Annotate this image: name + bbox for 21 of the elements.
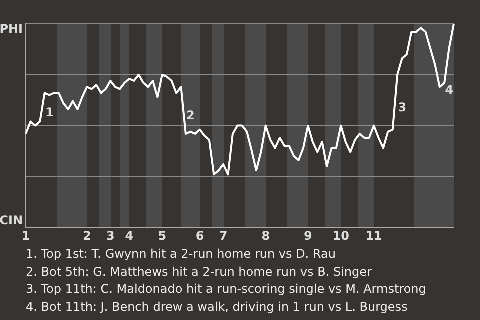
annotation: 3 (398, 100, 407, 115)
x-tick-label: 7 (219, 228, 228, 243)
annotation: 1 (45, 106, 54, 120)
annotation: 2 (186, 108, 195, 123)
text: CIN (0, 214, 23, 228)
x-tick-label: 6 (196, 228, 204, 243)
x-tick-label: 5 (158, 228, 167, 243)
x-tick-label: 10 (332, 228, 350, 243)
x-tick-label: 11 (366, 228, 382, 243)
x-tick-label: 2 (82, 228, 92, 243)
text: PHI (0, 22, 23, 36)
text: 1. Top 1st: T. Gwynn hit a 2-run home run vs D. Rau (26, 246, 337, 263)
x-tick-label: 9 (304, 228, 312, 243)
x-tick-label: 3 (106, 228, 115, 243)
x-tick-label: 8 (262, 228, 270, 243)
annotation: 4 (445, 83, 454, 98)
text: 4. Bot 11th: J. Bench drew a walk, driving in 1 run vs L. Burgess (26, 298, 409, 316)
text: 3. Top 11th: C. Maldonado hit a run-scoring single vs M. Armstrong (26, 281, 428, 298)
text: 2. Bot 5th: G. Matthews hit a 2-run home run vs B. Singer (26, 264, 373, 280)
x-tick-label: 1 (22, 228, 30, 243)
x-tick-label: 4 (125, 228, 134, 243)
